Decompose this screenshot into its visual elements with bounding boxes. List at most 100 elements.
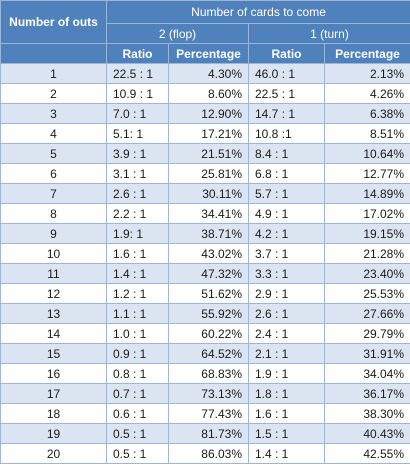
number-of-outs-header: Number of outs: [0, 0, 107, 44]
turn-percentage-cell: 12.77%: [323, 163, 410, 184]
table-row: 2 10.9 : 1 8.60% 22.5 : 1 4.26%: [0, 83, 410, 104]
outs-cell: 12: [0, 283, 107, 304]
table-row: 18 0.6 : 1 77.43% 1.6 : 1 38.30%: [0, 403, 410, 424]
flop-percentage-cell: 30.11%: [168, 183, 249, 204]
flop-ratio-header: Ratio: [106, 43, 169, 64]
turn-percentage-cell: 14.89%: [323, 183, 410, 204]
turn-ratio-cell: 1.6 : 1: [248, 403, 325, 424]
outs-cell: 11: [0, 263, 107, 284]
outs-cell: 10: [0, 243, 107, 264]
turn-ratio-cell: 1.9 : 1: [248, 363, 325, 384]
turn-ratio-cell: 3.7 : 1: [248, 243, 325, 264]
flop-percentage-cell: 68.83%: [168, 363, 249, 384]
turn-percentage-cell: 21.28%: [323, 243, 410, 264]
outs-cell: 19: [0, 423, 107, 444]
turn-ratio-cell: 4.2 : 1: [248, 223, 325, 244]
table-row: 17 0.7 : 1 73.13% 1.8 : 1 36.17%: [0, 383, 410, 404]
flop-percentage-cell: 47.32%: [168, 263, 249, 284]
flop-percentage-cell: 38.71%: [168, 223, 249, 244]
flop-percentage-cell: 60.22%: [168, 323, 249, 344]
turn-percentage-cell: 8.51%: [323, 123, 410, 144]
table-row: 19 0.5 : 1 81.73% 1.5 : 1 40.43%: [0, 423, 410, 444]
flop-header: 2 (flop): [106, 23, 249, 44]
turn-percentage-header: Percentage: [323, 43, 410, 64]
flop-ratio-cell: 0.9 : 1: [106, 343, 169, 364]
turn-percentage-cell: 38.30%: [323, 403, 410, 424]
flop-percentage-cell: 77.43%: [168, 403, 249, 424]
turn-ratio-cell: 1.4 : 1: [248, 443, 325, 464]
turn-ratio-cell: 46.0 : 1: [248, 63, 325, 84]
turn-percentage-cell: 40.43%: [323, 423, 410, 444]
flop-percentage-cell: 73.13%: [168, 383, 249, 404]
flop-ratio-cell: 10.9 : 1: [106, 83, 169, 104]
turn-percentage-cell: 19.15%: [323, 223, 410, 244]
turn-ratio-header: Ratio: [248, 43, 325, 64]
table-row: 11 1.4 : 1 47.32% 3.3 : 1 23.40%: [0, 263, 410, 284]
flop-ratio-cell: 1.6 : 1: [106, 243, 169, 264]
flop-ratio-cell: 2.2 : 1: [106, 203, 169, 224]
turn-ratio-cell: 1.8 : 1: [248, 383, 325, 404]
outs-subheader-blank: [0, 43, 107, 64]
flop-ratio-cell: 0.6 : 1: [106, 403, 169, 424]
turn-percentage-cell: 4.26%: [323, 83, 410, 104]
turn-percentage-cell: 10.64%: [323, 143, 410, 164]
turn-ratio-cell: 8.4 : 1: [248, 143, 325, 164]
flop-ratio-cell: 0.8 : 1: [106, 363, 169, 384]
flop-ratio-cell: 3.9 : 1: [106, 143, 169, 164]
cards-to-come-header: Number of cards to come: [105, 0, 410, 24]
flop-ratio-cell: 1.4 : 1: [106, 263, 169, 284]
flop-percentage-cell: 4.30%: [168, 63, 249, 84]
turn-ratio-cell: 14.7 : 1: [248, 103, 325, 124]
flop-percentage-cell: 51.62%: [168, 283, 249, 304]
flop-percentage-cell: 81.73%: [168, 423, 249, 444]
outs-cell: 6: [0, 163, 107, 184]
table-row: 8 2.2 : 1 34.41% 4.9 : 1 17.02%: [0, 203, 410, 224]
outs-cell: 5: [0, 143, 107, 164]
flop-ratio-cell: 5.1: 1: [106, 123, 169, 144]
outs-cell: 15: [0, 343, 107, 364]
turn-percentage-cell: 34.04%: [323, 363, 410, 384]
flop-percentage-cell: 34.41%: [168, 203, 249, 224]
turn-percentage-cell: 23.40%: [323, 263, 410, 284]
turn-header: 1 (turn): [247, 23, 410, 44]
turn-ratio-cell: 2.1 : 1: [248, 343, 325, 364]
outs-cell: 16: [0, 363, 107, 384]
turn-percentage-cell: 42.55%: [323, 443, 410, 464]
flop-ratio-cell: 0.7 : 1: [106, 383, 169, 404]
outs-cell: 7: [0, 183, 107, 204]
outs-cell: 3: [0, 103, 107, 124]
table-row: 15 0.9 : 1 64.52% 2.1 : 1 31.91%: [0, 343, 410, 364]
turn-ratio-cell: 22.5 : 1: [248, 83, 325, 104]
turn-percentage-cell: 29.79%: [323, 323, 410, 344]
flop-percentage-cell: 43.02%: [168, 243, 249, 264]
flop-ratio-cell: 1.1 : 1: [106, 303, 169, 324]
outs-cell: 1: [0, 63, 107, 84]
flop-ratio-cell: 0.5 : 1: [106, 423, 169, 444]
table-row: 5 3.9 : 1 21.51% 8.4 : 1 10.64%: [0, 143, 410, 164]
turn-percentage-cell: 36.17%: [323, 383, 410, 404]
turn-ratio-cell: 1.5 : 1: [248, 423, 325, 444]
flop-ratio-cell: 0.5 : 1: [106, 443, 169, 464]
outs-cell: 14: [0, 323, 107, 344]
outs-cell: 9: [0, 223, 107, 244]
table-row: 10 1.6 : 1 43.02% 3.7 : 1 21.28%: [0, 243, 410, 264]
turn-percentage-cell: 31.91%: [323, 343, 410, 364]
turn-ratio-cell: 4.9 : 1: [248, 203, 325, 224]
flop-ratio-cell: 1.0 : 1: [106, 323, 169, 344]
table-row: 4 5.1: 1 17.21% 10.8 :1 8.51%: [0, 123, 410, 144]
flop-percentage-cell: 8.60%: [168, 83, 249, 104]
flop-percentage-cell: 17.21%: [168, 123, 249, 144]
outs-cell: 18: [0, 403, 107, 424]
table-row: 14 1.0 : 1 60.22% 2.4 : 1 29.79%: [0, 323, 410, 344]
table-row: 3 7.0 : 1 12.90% 14.7 : 1 6.38%: [0, 103, 410, 124]
outs-cell: 2: [0, 83, 107, 104]
flop-percentage-header: Percentage: [168, 43, 249, 64]
flop-percentage-cell: 55.92%: [168, 303, 249, 324]
turn-ratio-cell: 6.8 : 1: [248, 163, 325, 184]
outs-cell: 20: [0, 443, 107, 464]
table-row: 12 1.2 : 1 51.62% 2.9 : 1 25.53%: [0, 283, 410, 304]
flop-percentage-cell: 64.52%: [168, 343, 249, 364]
flop-percentage-cell: 21.51%: [168, 143, 249, 164]
outs-cell: 17: [0, 383, 107, 404]
